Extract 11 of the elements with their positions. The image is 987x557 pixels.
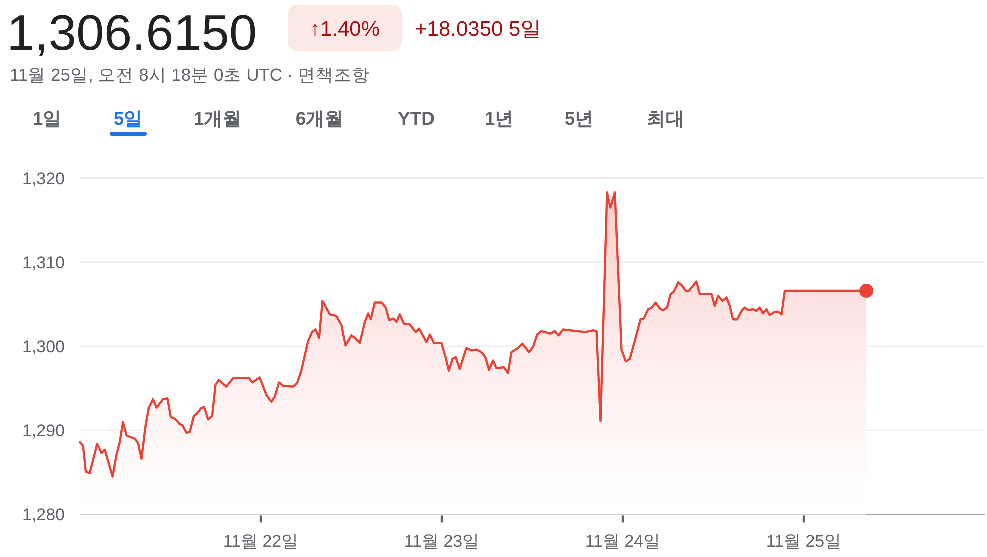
subtitle: 11월 25일, 오전 8시 18분 0초 UTC · 면책조항 [10, 65, 370, 85]
y-tick-label: 1,290 [22, 422, 65, 441]
y-tick-label: 1,280 [22, 506, 65, 525]
x-tick-label: 11월 24일 [585, 532, 661, 551]
x-tick-label: 11월 25일 [766, 532, 842, 551]
y-tick-label: 1,310 [22, 253, 65, 272]
x-tick-label: 11월 23일 [404, 532, 480, 551]
y-tick-label: 1,300 [22, 338, 65, 356]
x-tick-label: 11월 22일 [223, 532, 299, 551]
title: 1,306.6150 [7, 5, 258, 61]
y-tick-label: 1,320 [22, 169, 65, 188]
